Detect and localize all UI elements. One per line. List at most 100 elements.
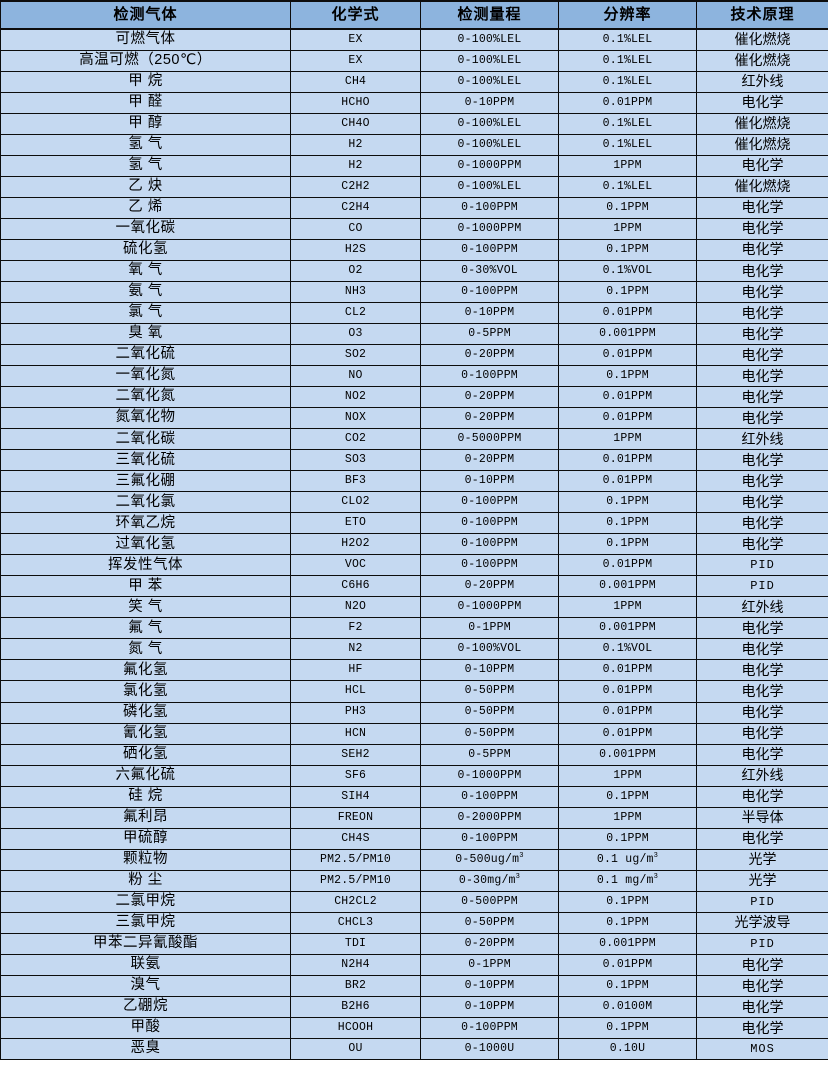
cell-detection-range: 0-1PPM: [420, 953, 559, 976]
cell-chemical-formula: NO: [290, 364, 421, 388]
column-header-gas: 检测气体: [0, 0, 291, 30]
cell-resolution: 0.01PPM: [558, 554, 697, 577]
cell-resolution: 0.1PPM: [558, 512, 697, 535]
cell-gas-name: 氯 气: [0, 301, 291, 324]
cell-gas-name: 三氟化硼: [0, 470, 291, 493]
cell-detection-range: 0-10PPM: [420, 470, 559, 493]
cell-technical-principle: PID: [696, 554, 828, 577]
cell-gas-name: 颗粒物: [0, 848, 291, 871]
cell-chemical-formula: N2H4: [290, 953, 421, 976]
cell-technical-principle: 电化学: [696, 301, 828, 324]
cell-chemical-formula: TDI: [290, 932, 421, 955]
cell-resolution: 0.1%LEL: [558, 49, 697, 72]
cell-technical-principle: PID: [696, 575, 828, 598]
cell-detection-range: 0-20PPM: [420, 449, 559, 472]
cell-resolution: 0.1PPM: [558, 1016, 697, 1040]
cell-technical-principle: 电化学: [696, 470, 828, 493]
cell-resolution: 0.1%VOL: [558, 638, 697, 661]
cell-resolution: 0.1PPM: [558, 196, 697, 219]
cell-gas-name: 二氧化硫: [0, 343, 291, 367]
cell-chemical-formula: CO2: [290, 428, 421, 451]
cell-detection-range: 0-5PPM: [420, 322, 559, 345]
cell-resolution: 0.01PPM: [558, 301, 697, 324]
cell-chemical-formula: PM2.5/PM10: [290, 869, 421, 892]
cell-technical-principle: 电化学: [696, 343, 828, 367]
cell-detection-range: 0-100%VOL: [420, 638, 559, 661]
cell-technical-principle: 电化学: [696, 259, 828, 282]
cell-technical-principle: 电化学: [696, 238, 828, 261]
cell-gas-name: 甲 醇: [0, 112, 291, 135]
cell-gas-name: 恶臭: [0, 1037, 291, 1061]
cell-resolution: 0.001PPM: [558, 617, 697, 640]
cell-chemical-formula: NH3: [290, 280, 421, 303]
cell-chemical-formula: CH4O: [290, 112, 421, 135]
cell-chemical-formula: SIH4: [290, 785, 421, 808]
cell-technical-principle: 红外线: [696, 428, 828, 451]
cell-chemical-formula: HCN: [290, 722, 421, 745]
cell-technical-principle: 电化学: [696, 743, 828, 766]
cell-gas-name: 氯化氢: [0, 680, 291, 703]
cell-resolution: 0.1PPM: [558, 238, 697, 261]
cell-technical-principle: 光学: [696, 848, 828, 871]
cell-chemical-formula: OU: [290, 1037, 421, 1061]
cell-resolution: 0.1 ug/m3: [558, 848, 697, 871]
cell-technical-principle: 电化学: [696, 154, 828, 177]
cell-chemical-formula: VOC: [290, 554, 421, 577]
cell-chemical-formula: O3: [290, 322, 421, 345]
cell-detection-range: 0-1000PPM: [420, 154, 559, 177]
cell-detection-range: 0-100PPM: [420, 785, 559, 808]
cell-gas-name: 一氧化氮: [0, 364, 291, 388]
cell-technical-principle: 电化学: [696, 785, 828, 808]
cell-detection-range: 0-20PPM: [420, 575, 559, 598]
table-header: 检测气体 化学式 检测量程 分辨率 技术原理 寿 命: [0, 0, 828, 30]
cell-resolution: 0.1 mg/m3: [558, 869, 697, 892]
cell-detection-range: 0-100%LEL: [420, 133, 559, 156]
cell-resolution: 0.01PPM: [558, 91, 697, 114]
cell-chemical-formula: FREON: [290, 806, 421, 829]
cell-detection-range: 0-1000PPM: [420, 217, 559, 240]
cell-resolution: 1PPM: [558, 764, 697, 787]
cell-technical-principle: 电化学: [696, 701, 828, 724]
cell-resolution: 0.1%VOL: [558, 259, 697, 282]
cell-detection-range: 0-1000PPM: [420, 596, 559, 619]
cell-resolution: 0.1PPM: [558, 827, 697, 850]
cell-technical-principle: 电化学: [696, 638, 828, 661]
cell-detection-range: 0-1PPM: [420, 617, 559, 640]
cell-technical-principle: 电化学: [696, 280, 828, 303]
cell-resolution: 0.1PPM: [558, 533, 697, 556]
cell-detection-range: 0-20PPM: [420, 407, 559, 430]
cell-chemical-formula: EX: [290, 28, 421, 51]
cell-resolution: 0.01PPM: [558, 722, 697, 745]
cell-resolution: 0.1%LEL: [558, 112, 697, 135]
cell-technical-principle: 电化学: [696, 953, 828, 976]
cell-resolution: 0.01PPM: [558, 701, 697, 724]
cell-resolution: 1PPM: [558, 154, 697, 177]
cell-gas-name: 氢 气: [0, 154, 291, 177]
cell-gas-name: 氮 气: [0, 638, 291, 661]
cell-resolution: 0.001PPM: [558, 932, 697, 955]
cell-technical-principle: 电化学: [696, 1016, 828, 1040]
cell-technical-principle: 催化燃烧: [696, 175, 828, 198]
cell-gas-name: 二氧化氮: [0, 386, 291, 409]
cell-resolution: 0.1PPM: [558, 974, 697, 997]
cell-chemical-formula: B2H6: [290, 995, 421, 1018]
